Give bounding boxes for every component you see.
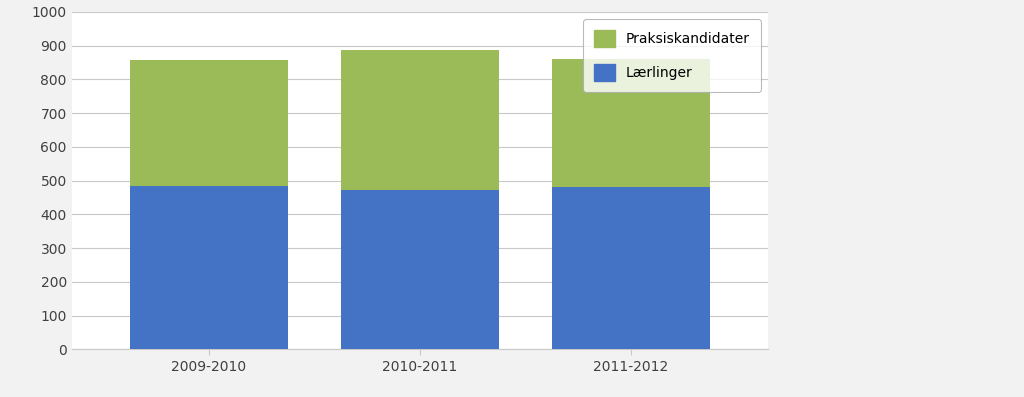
Bar <box>130 60 288 186</box>
Bar <box>130 186 288 349</box>
Bar <box>552 59 710 187</box>
Legend: Praksiskandidater, Lærlinger: Praksiskandidater, Lærlinger <box>583 19 761 92</box>
Bar <box>552 187 710 349</box>
Bar <box>341 50 499 190</box>
Bar <box>341 190 499 349</box>
